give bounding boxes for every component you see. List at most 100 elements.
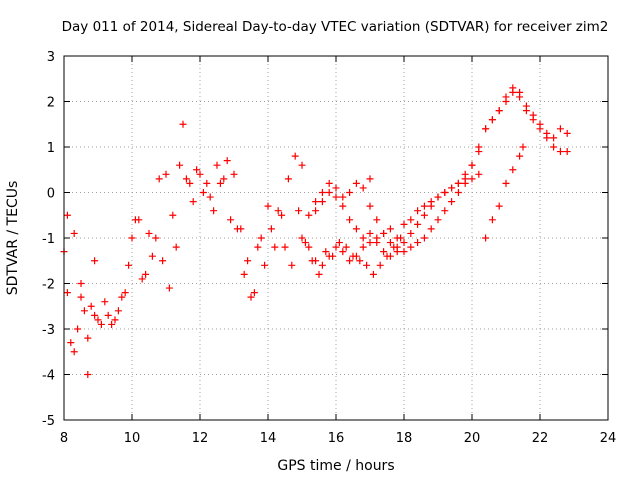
data-point	[400, 220, 408, 228]
data-point	[148, 252, 156, 260]
data-point	[509, 166, 517, 174]
data-point	[386, 252, 394, 260]
data-point	[206, 193, 214, 201]
data-point	[118, 293, 126, 301]
data-point	[121, 289, 129, 297]
data-point	[339, 202, 347, 210]
data-point	[475, 143, 483, 151]
y-tick-label: 1	[47, 141, 55, 156]
data-point	[223, 157, 231, 165]
data-point	[420, 211, 428, 219]
data-point	[441, 207, 449, 215]
data-point	[312, 257, 320, 265]
data-point	[386, 225, 394, 233]
x-tick-label: 24	[600, 431, 617, 446]
data-point	[138, 275, 146, 283]
data-point	[380, 248, 388, 256]
data-point	[91, 257, 99, 265]
data-point	[461, 179, 469, 187]
data-point	[376, 261, 384, 269]
data-point	[414, 220, 422, 228]
data-point	[176, 161, 184, 169]
data-point	[468, 175, 476, 183]
y-tick-label: -3	[42, 323, 55, 338]
data-point	[216, 179, 224, 187]
x-tick-label: 10	[124, 431, 141, 446]
data-point	[318, 189, 326, 196]
data-point	[318, 261, 326, 269]
data-point	[63, 211, 71, 219]
data-point	[434, 216, 442, 224]
data-point	[199, 189, 207, 196]
y-tick-label: -4	[42, 369, 55, 384]
data-point	[475, 170, 483, 178]
y-tick-label: -5	[42, 414, 55, 429]
data-point	[125, 261, 133, 269]
data-point	[352, 179, 360, 187]
data-point	[556, 125, 564, 133]
series-track-a	[60, 152, 374, 356]
data-point	[339, 248, 347, 256]
data-point	[414, 207, 422, 215]
data-point	[359, 184, 367, 192]
data-point	[325, 179, 333, 187]
data-point	[495, 107, 503, 115]
data-point	[380, 229, 388, 237]
data-point	[77, 293, 85, 301]
data-point	[352, 252, 360, 260]
data-point	[165, 284, 173, 292]
data-point	[257, 234, 265, 242]
data-point	[332, 184, 340, 192]
data-point	[267, 225, 275, 233]
data-point	[325, 189, 333, 196]
x-tick-label: 14	[260, 431, 277, 446]
data-point	[529, 111, 537, 119]
data-point	[488, 116, 496, 124]
data-point	[454, 189, 462, 196]
series-track-e	[312, 84, 571, 260]
data-point	[104, 311, 112, 319]
data-point	[227, 216, 235, 224]
data-point	[312, 207, 320, 215]
data-point	[318, 198, 326, 206]
data-point	[305, 243, 313, 251]
data-point	[322, 248, 330, 256]
data-point	[420, 202, 428, 210]
chart-title: Day 011 of 2014, Sidereal Day-to-day VTE…	[62, 19, 609, 35]
data-point	[111, 316, 119, 324]
data-point	[369, 270, 377, 278]
data-point	[366, 175, 374, 183]
data-point	[91, 311, 99, 319]
data-point	[80, 307, 88, 315]
data-point	[77, 280, 85, 287]
data-point	[335, 239, 343, 247]
x-tick-label: 18	[396, 431, 413, 446]
data-point	[172, 243, 180, 251]
data-point	[196, 170, 204, 178]
data-point	[407, 243, 415, 251]
data-point	[356, 257, 364, 265]
data-point	[373, 216, 381, 224]
series-track-d	[366, 143, 527, 256]
data-point	[563, 129, 571, 137]
data-point	[536, 120, 544, 128]
data-point	[427, 202, 435, 210]
data-point	[142, 270, 150, 278]
data-point	[346, 257, 354, 265]
data-point	[131, 216, 139, 224]
data-point	[454, 179, 462, 187]
data-point	[162, 170, 170, 178]
data-point	[84, 334, 92, 342]
x-tick-label: 8	[60, 431, 68, 446]
data-point	[295, 207, 303, 215]
data-point	[550, 143, 558, 151]
data-point	[366, 202, 374, 210]
data-point	[101, 298, 109, 306]
x-tick-label: 22	[532, 431, 549, 446]
data-point	[213, 161, 221, 169]
data-point	[189, 198, 197, 206]
data-point	[108, 320, 116, 328]
data-point	[244, 257, 252, 265]
data-point	[509, 84, 517, 92]
